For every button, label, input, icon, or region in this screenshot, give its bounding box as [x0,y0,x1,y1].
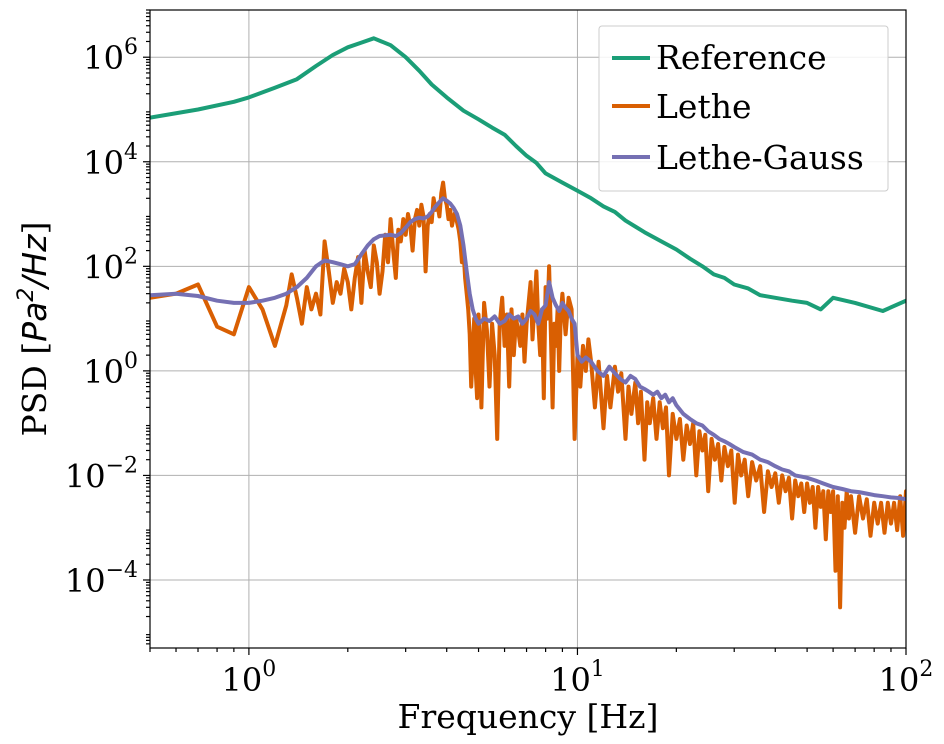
x-tick-exponent: 2 [919,657,933,682]
x-tick-base: 10 [550,661,591,699]
y-label-part-exp: 2 [14,288,39,302]
y-tick-base: 10 [83,39,124,77]
y-label-part-slash: / [15,273,54,291]
x-tick-label: 100 [222,657,277,699]
y-tick-base: 10 [65,457,106,495]
y-tick-label: 100 [83,349,138,391]
series-layer [150,36,906,610]
y-tick-exponent: 0 [124,349,138,374]
y-tick-base: 10 [65,562,106,600]
y-label-part-close: ] [15,222,54,235]
tick-marks [143,9,907,655]
y-tick-label: 10−4 [65,558,138,600]
y-tick-base: 10 [83,144,124,182]
y-tick-label: 10−2 [65,453,138,495]
legend-label-lethe: Lethe [656,87,752,126]
series-line-lethe [150,180,906,610]
y-tick-exponent: −4 [106,558,138,583]
y-label-part-pa: Pa [15,302,54,342]
y-tick-exponent: −2 [106,453,138,478]
plot-frame [149,9,907,649]
legend-label-reference: Reference [656,38,827,77]
y-tick-base: 10 [83,248,124,286]
y-axis-label: PSD [Pa2/Hz] [14,222,54,437]
y-tick-exponent: 2 [124,244,138,269]
x-tick-base: 10 [879,661,920,699]
y-tick-label: 106 [83,35,138,77]
legend-label-lethe-gauss: Lethe-Gauss [656,138,864,177]
y-tick-exponent: 4 [124,140,138,165]
y-tick-label: 104 [83,140,138,182]
x-axis-label: Frequency [Hz] [398,697,659,736]
x-tick-base: 10 [222,661,263,699]
y-label-part-open: PSD [ [15,342,54,437]
series-line-lethe-gauss [150,196,906,502]
legend-frame [598,25,889,192]
y-tick-base: 10 [83,353,124,391]
y-tick-label: 102 [83,244,138,286]
x-tick-label: 102 [879,657,934,699]
x-tick-exponent: 0 [262,657,276,682]
legend: Reference Lethe Lethe-Gauss [598,25,889,192]
x-tick-exponent: 1 [591,657,605,682]
y-label-part-hz: Hz [15,234,54,277]
x-tick-label: 101 [550,657,605,699]
series-line-reference [150,36,906,313]
y-tick-exponent: 6 [124,35,138,60]
x-tick-labels: 100 101 102 [222,657,934,699]
